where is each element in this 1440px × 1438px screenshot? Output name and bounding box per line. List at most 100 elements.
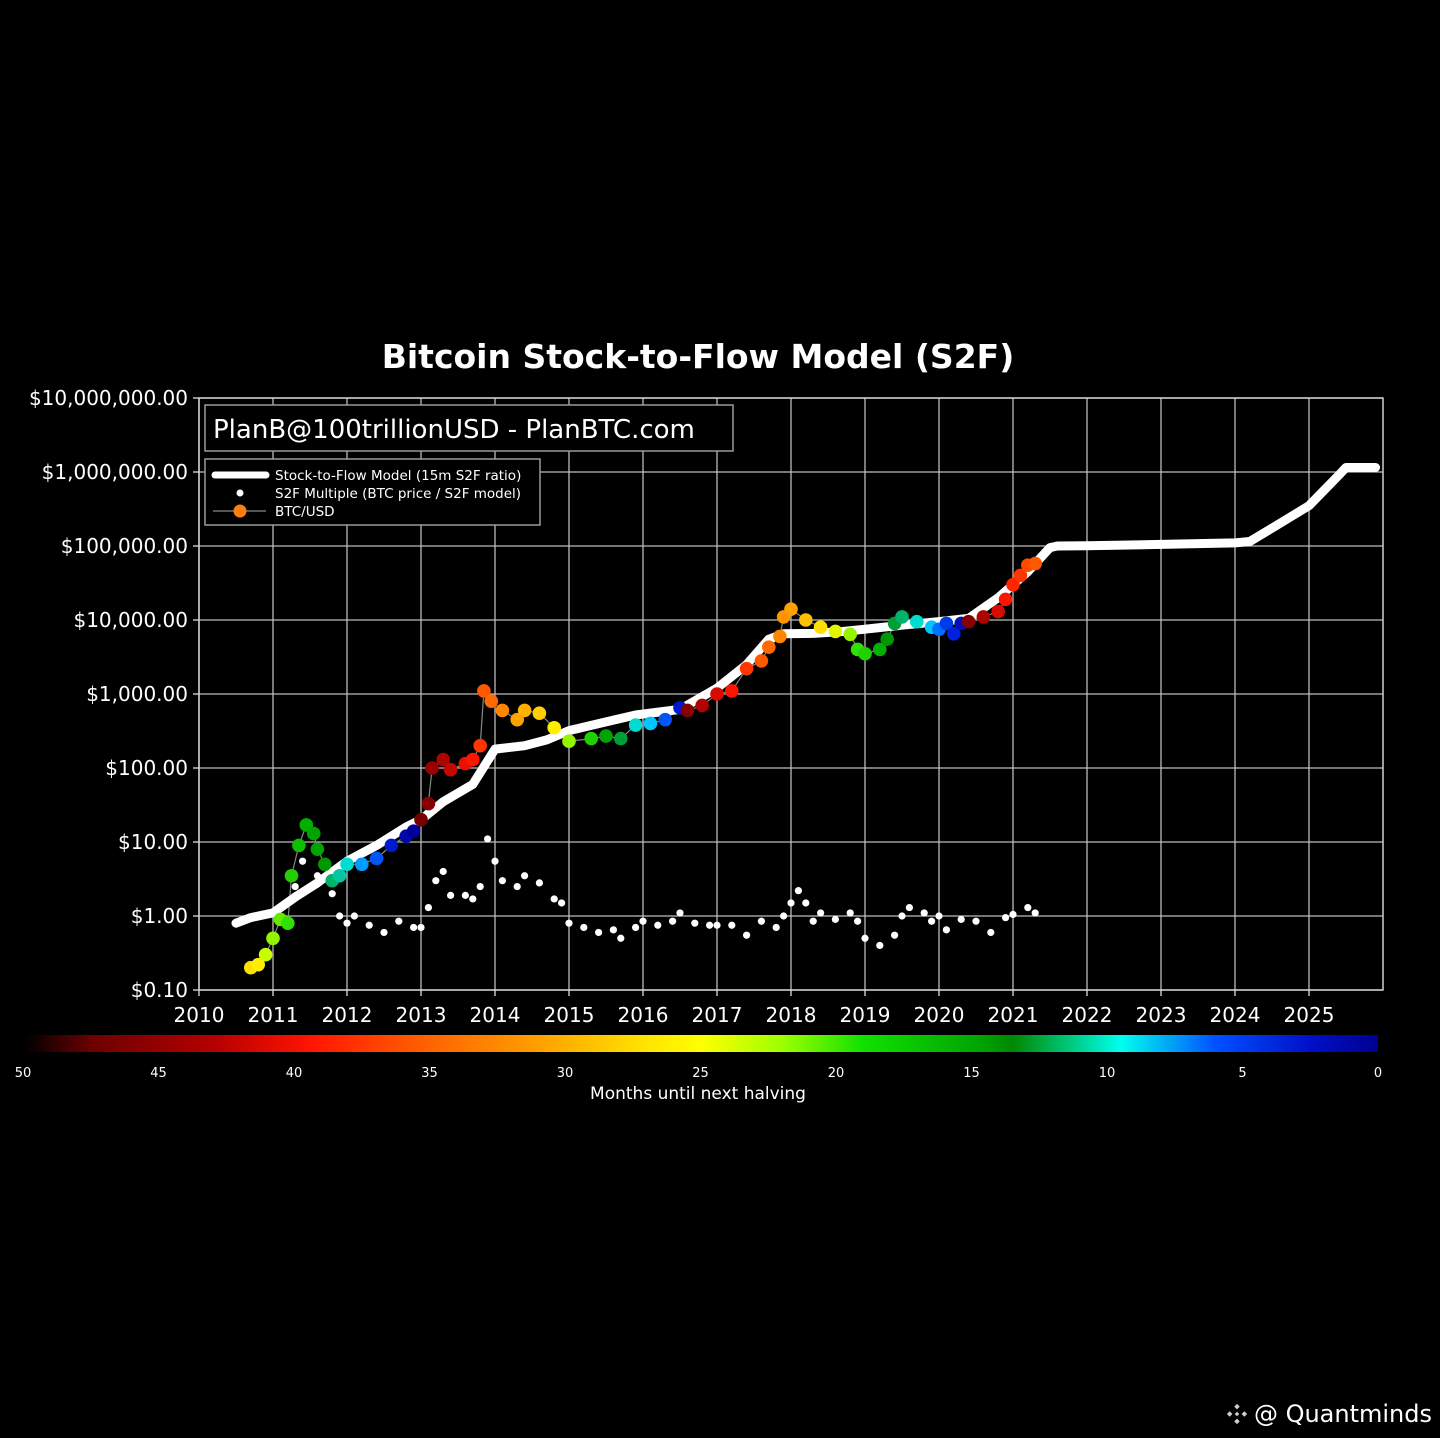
x-axis: 2010 2011 2012 2013 2014 2015 2016 2017 2018 2019…: [174, 990, 1335, 1027]
s2f-multiple-point: [343, 919, 351, 927]
watermark-text: @ Quantminds: [1253, 1400, 1432, 1428]
btc-usd-point: [251, 957, 265, 972]
btc-usd-point: [266, 931, 280, 946]
s2f-multiple-point: [476, 882, 484, 891]
btc-usd-point: [332, 868, 347, 883]
btc-usd-point: [739, 661, 754, 676]
btc-usd-point: [998, 592, 1013, 607]
btc-usd-point: [599, 729, 613, 743]
s2f-multiple-point: [876, 941, 884, 950]
s2f-multiple-point: [491, 857, 499, 865]
btc-usd-point: [425, 761, 439, 775]
y-tick-label: $1,000.00: [86, 682, 188, 706]
s2f-multiple-point: [410, 923, 418, 932]
legend-model-label: Stock-to-Flow Model (15m S2F ratio): [275, 468, 521, 484]
btc-usd-point: [628, 718, 643, 732]
s2f-multiple-point: [461, 891, 469, 899]
btc-usd-point: [680, 703, 695, 718]
s2f-multiple-point: [972, 917, 980, 925]
x-tick-label: 2018: [766, 1003, 817, 1027]
btc-usd-point: [880, 632, 894, 647]
s2f-multiple-point: [987, 928, 995, 937]
s2f-multiple-point: [632, 923, 640, 932]
x-tick-label: 2020: [914, 1003, 965, 1027]
btc-usd-point: [773, 629, 787, 644]
colorbar-tick-label: 35: [421, 1066, 438, 1081]
btc-usd-point: [443, 762, 458, 777]
s2f-multiple-point: [691, 919, 699, 927]
colorbar-tick-label: 30: [557, 1066, 574, 1081]
x-tick-label: 2013: [396, 1003, 447, 1027]
s2f-multiple-point: [595, 928, 603, 937]
s2f-multiple-point: [521, 872, 529, 880]
btc-usd-point: [754, 654, 769, 668]
btc-usd-point: [281, 916, 295, 930]
credit-text: PlanB@100trillionUSD - PlanBTC.com: [213, 415, 695, 445]
colorbar-tick-label: 45: [150, 1066, 167, 1081]
btc-usd-point: [547, 720, 561, 735]
btc-usd-point: [340, 857, 354, 872]
s2f-multiple-point: [928, 917, 936, 925]
s2f-multiple-point: [609, 926, 618, 934]
binance-diamond-icon: [1226, 1403, 1248, 1425]
btc-usd-point: [292, 838, 306, 853]
x-tick-label: 2021: [988, 1003, 1039, 1027]
s2f-multiple-point: [380, 928, 388, 937]
btc-usd-point: [436, 752, 451, 767]
colorbar-tick-label: 40: [286, 1066, 303, 1081]
s2f-multiple-point: [365, 921, 373, 929]
btc-usd-point: [799, 613, 813, 627]
btc-usd-point: [473, 738, 488, 753]
btc-usd-point: [284, 868, 299, 883]
btc-usd-point: [406, 824, 421, 838]
btc-usd-point: [355, 857, 369, 872]
s2f-multiple-point: [558, 899, 566, 907]
s2f-multiple-point: [654, 921, 662, 929]
y-tick-label: $10,000,000.00: [29, 386, 188, 410]
s2f-multiple-point: [898, 912, 906, 920]
x-tick-label: 2022: [1062, 1003, 1113, 1027]
btc-usd-point: [873, 642, 887, 657]
s2f-multiple-point: [935, 912, 943, 920]
btc-usd-point: [976, 610, 991, 624]
s2f-multiple-point: [299, 857, 307, 865]
legend-s2f-dot-icon: [236, 489, 244, 497]
s2f-multiple-point: [469, 895, 477, 903]
x-tick-label: 2012: [322, 1003, 373, 1027]
s2f-multiple-point: [328, 890, 336, 898]
btc-usd-point: [991, 604, 1005, 619]
s2f-multiple-point: [639, 917, 647, 925]
s2f-multiple-point: [920, 909, 928, 917]
s2f-multiple-point: [1002, 914, 1010, 922]
colorbar-tick-label: 0: [1374, 1066, 1382, 1081]
s2f-multiple-point: [861, 934, 869, 942]
s2f-multiple-point: [802, 899, 810, 907]
btc-usd-point: [784, 602, 798, 616]
btc-usd-point: [695, 698, 709, 713]
colorbar-tick-label: 15: [963, 1066, 980, 1081]
y-tick-label: $10.00: [118, 830, 188, 854]
y-tick-label: $1,000,000.00: [42, 460, 188, 484]
s2f-multiple-point: [787, 899, 795, 907]
btc-usd-point: [1006, 577, 1020, 592]
y-tick-label: $0.10: [131, 978, 188, 1002]
s2f-multiple-point: [447, 891, 455, 899]
btc-usd-point: [369, 851, 384, 866]
btc-usd-point: [658, 712, 672, 727]
btc-usd-point: [495, 703, 510, 718]
btc-usd-point: [643, 716, 658, 731]
s2f-multiple-point: [1024, 903, 1032, 912]
btc-usd-point: [532, 706, 547, 721]
btc-usd-point: [947, 627, 961, 641]
btc-usd-point: [421, 796, 436, 811]
s2f-multiple-point: [439, 867, 447, 876]
credit-box: PlanB@100trillionUSD - PlanBTC.com: [204, 404, 734, 452]
y-tick-label: $100,000.00: [61, 534, 188, 558]
btc-usd-point: [306, 826, 321, 841]
s2f-multiple-point: [743, 931, 751, 939]
s2f-multiple-point: [809, 917, 817, 925]
x-tick-label: 2025: [1284, 1003, 1335, 1027]
legend-s2f-label: S2F Multiple (BTC price / S2F model): [275, 486, 521, 502]
btc-usd-point: [584, 731, 598, 746]
